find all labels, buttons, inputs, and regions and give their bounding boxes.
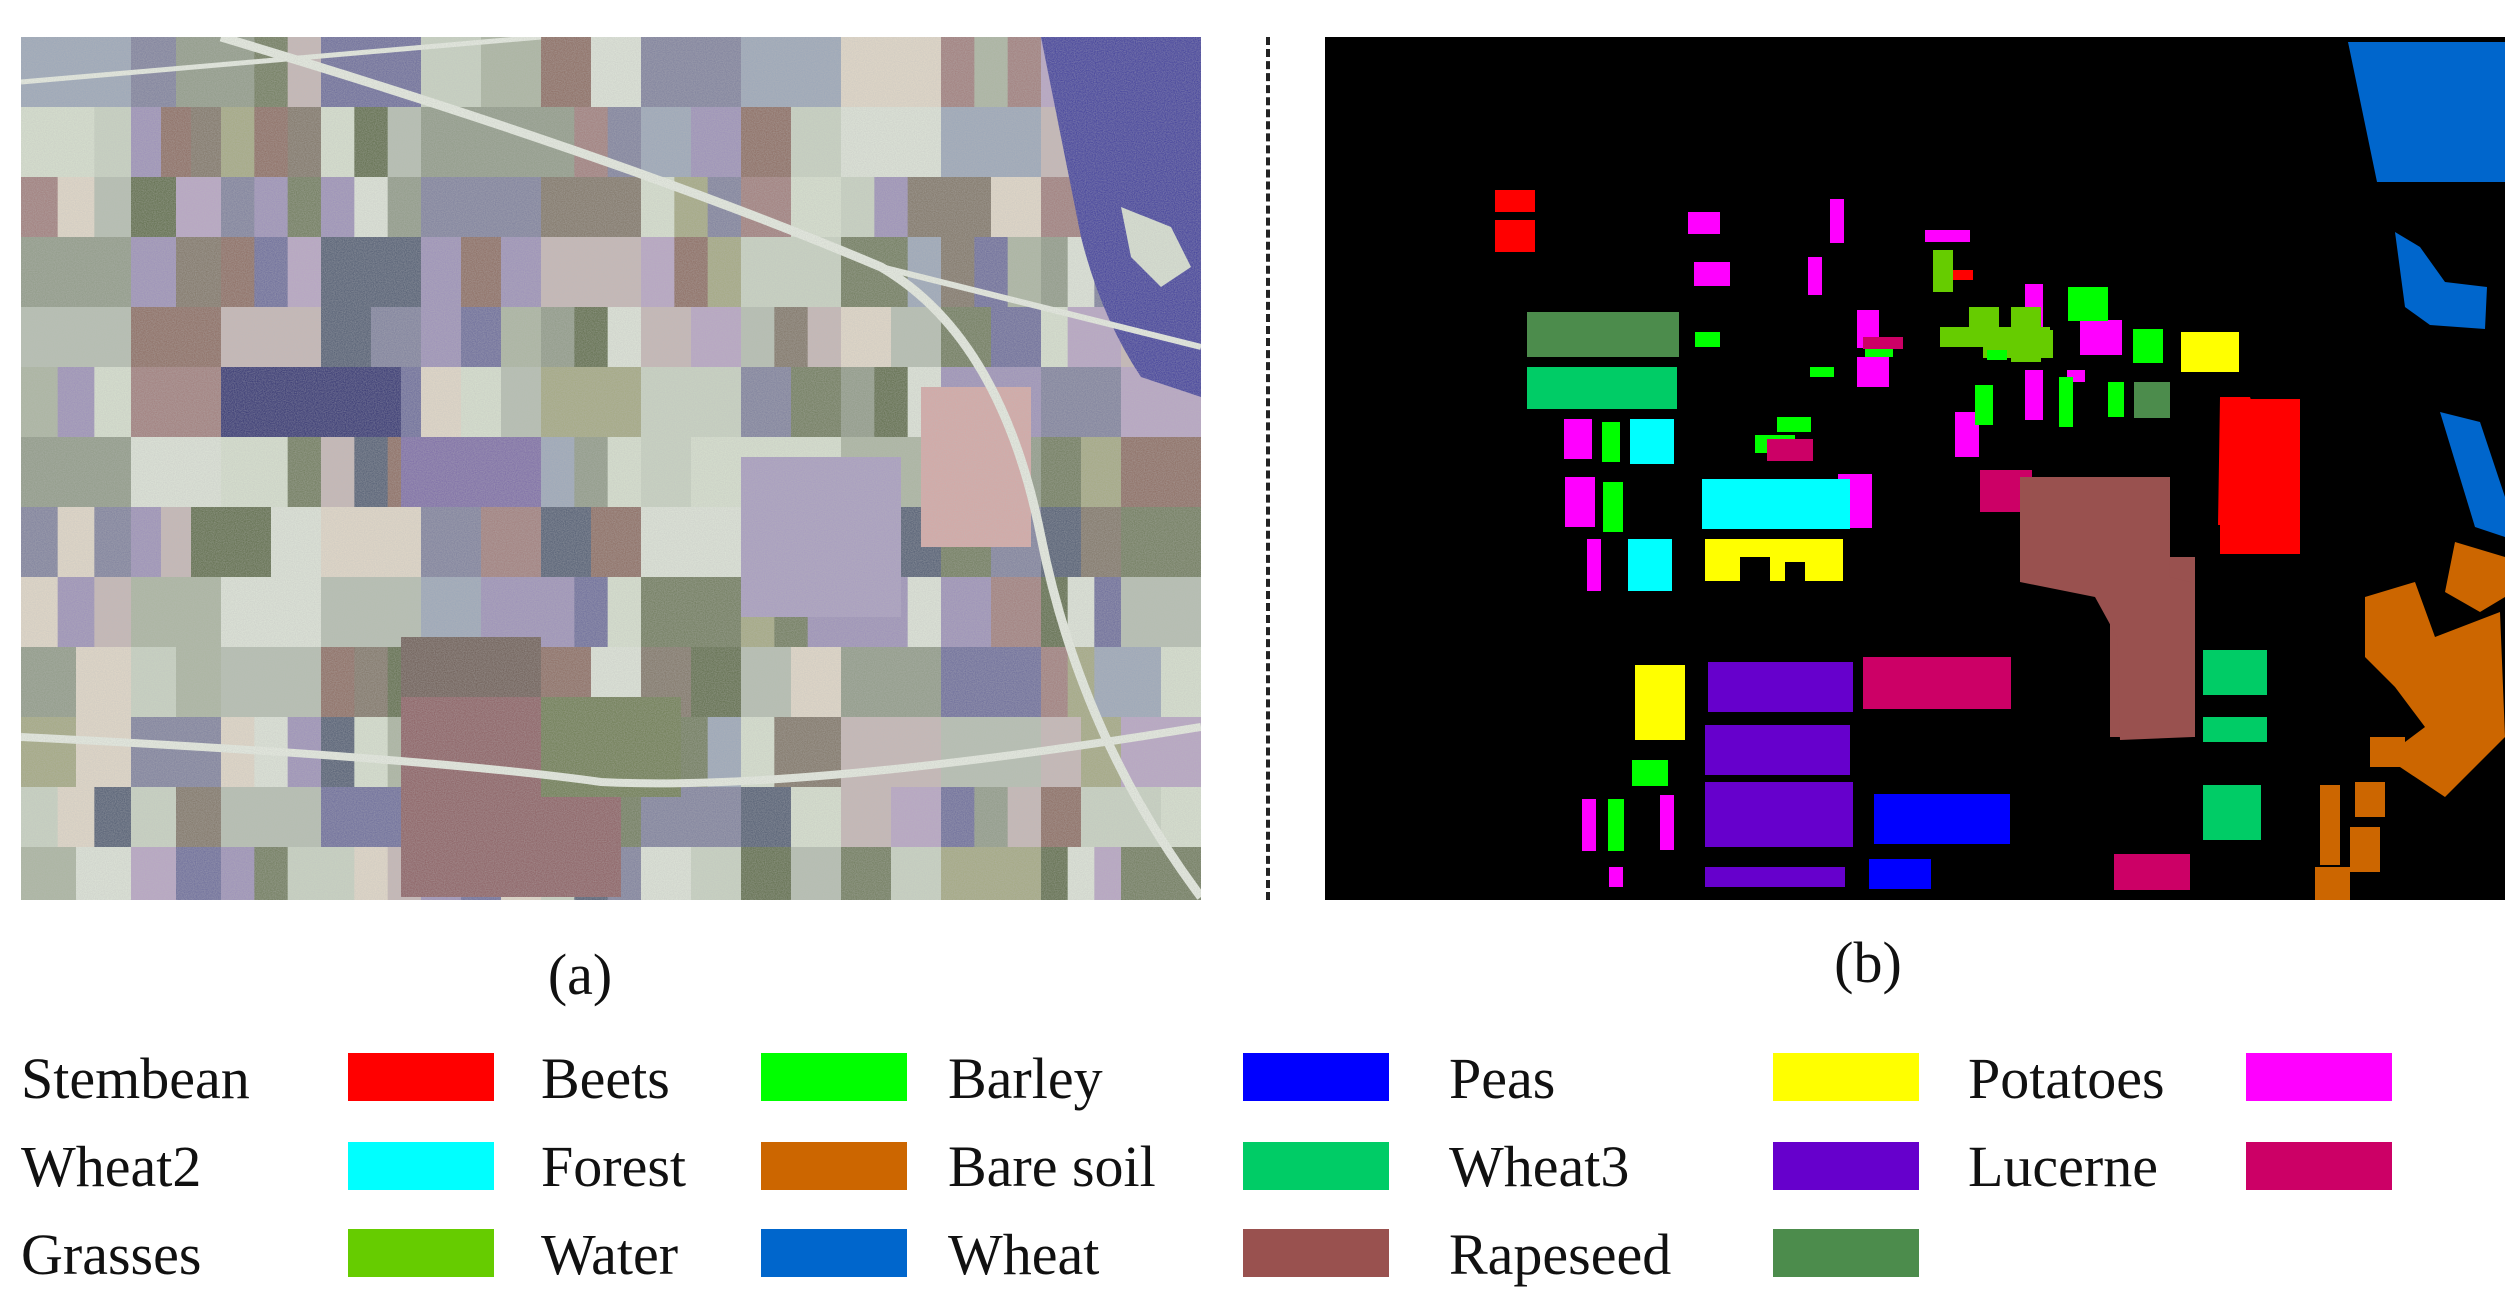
legend-label-wheat3: Wheat3 <box>1449 1134 1630 1199</box>
dashed-divider <box>1266 37 1270 900</box>
legend-swatch-lucerne <box>2246 1142 2392 1190</box>
legend-label-wheat: Wheat <box>948 1222 1100 1287</box>
legend-swatch-grasses <box>348 1229 494 1277</box>
legend-label-water: Water <box>541 1222 679 1287</box>
ground-truth-regions <box>1495 42 2505 900</box>
legend-swatch-peas <box>1773 1053 1919 1101</box>
caption-b: (b) <box>1834 930 1902 995</box>
legend-label-wheat2: Wheat2 <box>21 1134 202 1199</box>
legend-label-bare-soil: Bare soil <box>948 1134 1156 1199</box>
sar-field-mosaic <box>21 37 1201 900</box>
legend-swatch-stembean <box>348 1053 494 1101</box>
legend-label-potatoes: Potatoes <box>1968 1046 2165 1111</box>
polsar-pauli-image <box>21 37 1201 900</box>
legend-swatch-bare-soil <box>1243 1142 1389 1190</box>
legend-swatch-water <box>761 1229 907 1277</box>
legend-swatch-rapeseed <box>1773 1229 1919 1277</box>
caption-a: (a) <box>547 942 613 1007</box>
legend-label-grasses: Grasses <box>21 1222 202 1287</box>
class-regions <box>1495 42 2505 900</box>
legend-label-stembean: Stembean <box>21 1046 250 1111</box>
legend-swatch-forest <box>761 1142 907 1190</box>
legend-label-beets: Beets <box>541 1046 670 1111</box>
ground-truth-map <box>1325 37 2505 900</box>
legend-label-barley: Barley <box>948 1046 1103 1111</box>
legend-swatch-barley <box>1243 1053 1389 1101</box>
legend-swatch-beets <box>761 1053 907 1101</box>
legend-swatch-wheat <box>1243 1229 1389 1277</box>
legend-label-peas: Peas <box>1449 1046 1556 1111</box>
legend-label-forest: Forest <box>541 1134 686 1199</box>
legend-label-lucerne: Lucerne <box>1968 1134 2158 1199</box>
legend-swatch-wheat2 <box>348 1142 494 1190</box>
legend-swatch-potatoes <box>2246 1053 2392 1101</box>
legend-label-rapeseed: Rapeseed <box>1449 1222 1672 1287</box>
legend-swatch-wheat3 <box>1773 1142 1919 1190</box>
